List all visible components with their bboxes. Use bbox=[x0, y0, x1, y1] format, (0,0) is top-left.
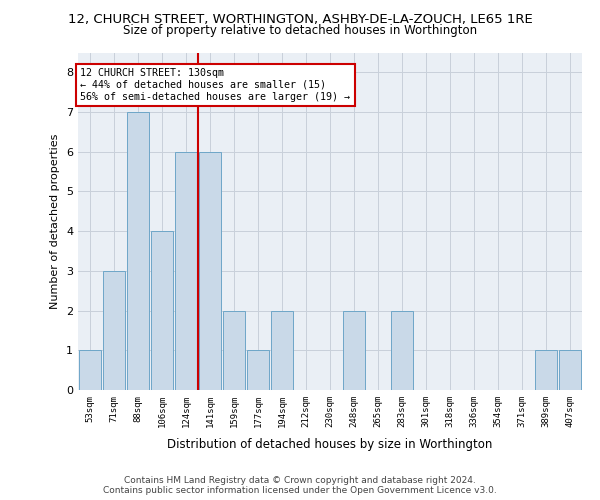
Bar bbox=[343, 310, 365, 390]
Text: Size of property relative to detached houses in Worthington: Size of property relative to detached ho… bbox=[123, 24, 477, 37]
Bar bbox=[127, 112, 149, 390]
Y-axis label: Number of detached properties: Number of detached properties bbox=[50, 134, 61, 309]
Bar bbox=[247, 350, 269, 390]
Text: 12, CHURCH STREET, WORTHINGTON, ASHBY-DE-LA-ZOUCH, LE65 1RE: 12, CHURCH STREET, WORTHINGTON, ASHBY-DE… bbox=[68, 12, 532, 26]
Bar bbox=[271, 310, 293, 390]
Bar bbox=[391, 310, 413, 390]
Bar bbox=[199, 152, 221, 390]
Bar bbox=[151, 231, 173, 390]
Bar bbox=[559, 350, 581, 390]
Text: Contains HM Land Registry data © Crown copyright and database right 2024.
Contai: Contains HM Land Registry data © Crown c… bbox=[103, 476, 497, 495]
X-axis label: Distribution of detached houses by size in Worthington: Distribution of detached houses by size … bbox=[167, 438, 493, 451]
Text: 12 CHURCH STREET: 130sqm
← 44% of detached houses are smaller (15)
56% of semi-d: 12 CHURCH STREET: 130sqm ← 44% of detach… bbox=[80, 68, 350, 102]
Bar bbox=[223, 310, 245, 390]
Bar bbox=[79, 350, 101, 390]
Bar bbox=[103, 271, 125, 390]
Bar bbox=[535, 350, 557, 390]
Bar bbox=[175, 152, 197, 390]
